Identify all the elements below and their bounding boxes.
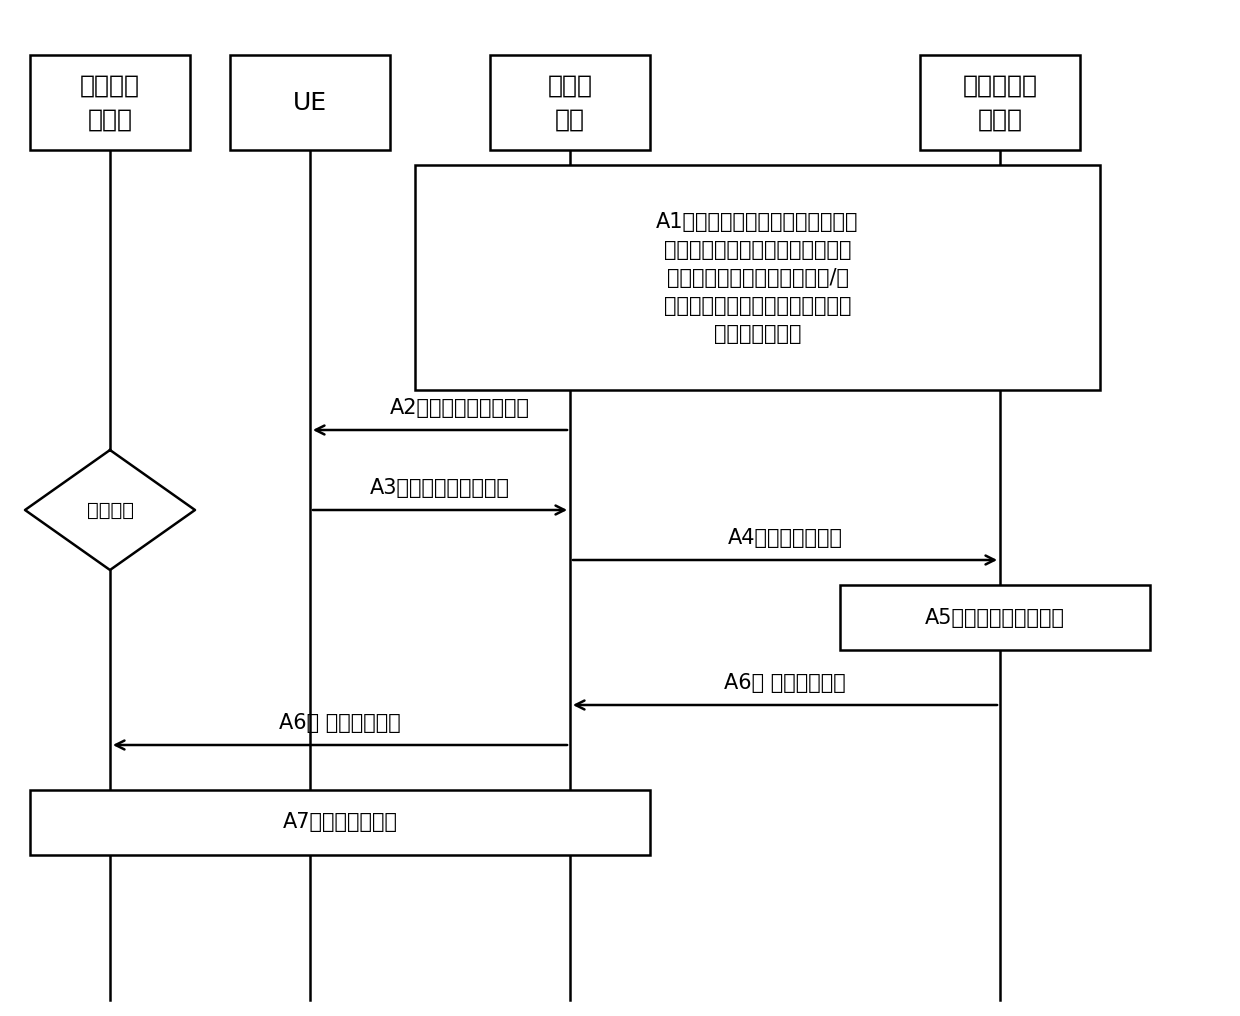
Text: A3、相邻小区测量结果: A3、相邻小区测量结果 xyxy=(370,478,510,498)
Text: A7、实施联合处理: A7、实施联合处理 xyxy=(283,813,398,832)
FancyBboxPatch shape xyxy=(30,55,190,150)
Text: UE: UE xyxy=(293,90,327,115)
FancyBboxPatch shape xyxy=(229,55,391,150)
Text: 小区测量: 小区测量 xyxy=(87,501,134,519)
Text: 增强型
基站: 增强型 基站 xyxy=(548,74,593,131)
FancyBboxPatch shape xyxy=(920,55,1080,150)
FancyBboxPatch shape xyxy=(415,165,1100,390)
FancyBboxPatch shape xyxy=(490,55,650,150)
Text: A6、 联合处理策略: A6、 联合处理策略 xyxy=(279,713,401,733)
Text: A2、相邻小区测量请求: A2、相邻小区测量请求 xyxy=(391,398,529,418)
Text: A1、发现接入的用户过多，增强型
基站覆盖下的边缘用户的业务吞吐
量不满足业务吞吐量需求，和/或
接入增强型基站的用户体验度打破
预设体验度门限: A1、发现接入的用户过多，增强型 基站覆盖下的边缘用户的业务吞吐 量不满足业务吞… xyxy=(656,211,859,343)
Text: 无线接入网
控制器: 无线接入网 控制器 xyxy=(962,74,1038,131)
Text: 第一增强
型基站: 第一增强 型基站 xyxy=(81,74,140,131)
Text: A4、异常处理请求: A4、异常处理请求 xyxy=(728,528,842,548)
Polygon shape xyxy=(25,450,195,570)
Text: A5、生成联合处理策略: A5、生成联合处理策略 xyxy=(925,608,1065,628)
Text: A6、 联合处理策略: A6、 联合处理策略 xyxy=(724,673,846,693)
FancyBboxPatch shape xyxy=(839,585,1149,650)
FancyBboxPatch shape xyxy=(30,790,650,855)
